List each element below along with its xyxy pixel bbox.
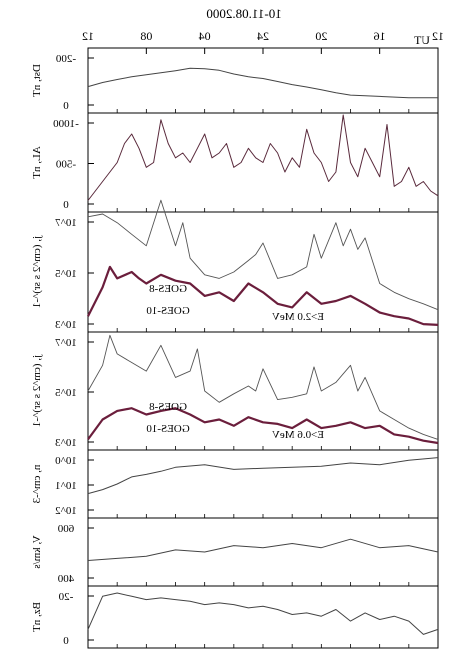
series-line-bz <box>87 592 439 635</box>
y-tick-label: 600 <box>57 523 74 535</box>
y-axis-label: Bz, nT <box>31 602 43 632</box>
panel-frame-velocity <box>87 517 439 587</box>
legend-label: GOES-8 <box>149 283 187 295</box>
y-tick-label: 10^2 <box>55 505 77 517</box>
panel-frame-dst <box>87 47 439 114</box>
series-line-al <box>87 114 439 201</box>
axes-layer <box>87 47 439 649</box>
x-tick-label: 08 <box>140 29 152 43</box>
y-axis-label: AL, nT <box>31 146 43 179</box>
data-layer <box>87 67 439 635</box>
text-layer: 10-11.08.2000 UT 12162024040812-2000Dst,… <box>31 6 444 647</box>
y-tick-label: 10^7 <box>55 217 77 229</box>
x-tick-label: 16 <box>374 29 386 43</box>
x-tick-label: 04 <box>199 29 211 43</box>
legend-label: GOES-10 <box>146 423 190 435</box>
series-line-goes_e2-1 <box>87 265 439 326</box>
y-tick-label: -200 <box>55 53 76 65</box>
y-tick-label: 10^7 <box>55 337 77 349</box>
series-line-velocity <box>87 538 439 561</box>
series-line-dst <box>87 67 438 99</box>
y-tick-label: 10^0 <box>55 455 77 467</box>
y-tick-label: 0 <box>63 199 69 211</box>
panel-annotation: E>2.0 MeV <box>272 311 324 323</box>
x-tick-label: 24 <box>257 29 269 43</box>
y-tick-label: 10^3 <box>55 437 77 449</box>
series-line-goes_e2-0 <box>87 199 439 311</box>
x-tick-label: 20 <box>315 29 327 43</box>
x-axis-label: UT <box>413 33 430 47</box>
y-tick-label: 400 <box>57 573 74 585</box>
legend-label: GOES-8 <box>149 401 187 413</box>
y-tick-label: 10^5 <box>55 387 77 399</box>
panel-frame-density <box>87 449 439 519</box>
legend-label: GOES-10 <box>146 305 190 317</box>
y-axis-label: V, km/s <box>31 535 43 568</box>
series-line-goes_e06-1 <box>87 407 439 445</box>
y-tick-label: 0 <box>63 100 69 112</box>
y-tick-label: 0 <box>63 635 69 647</box>
x-tick-label: 12 <box>82 29 94 43</box>
panel-annotation: E>0.6 MeV <box>272 429 324 441</box>
y-tick-label: -500 <box>55 159 76 171</box>
y-axis-label: n, cm^-3 <box>31 465 43 504</box>
y-tick-label: 10^1 <box>55 480 77 492</box>
y-axis-label: Dst, nT <box>31 64 43 97</box>
series-line-goes_e06-0 <box>87 334 439 440</box>
x-tick-label: 12 <box>432 29 444 43</box>
panel-frame-bz <box>87 585 439 649</box>
y-tick-label: 10^5 <box>55 268 77 280</box>
y-axis-label: j, (cm^2 s sr)^-1 <box>31 354 43 427</box>
y-axis-label: j, (cm^2 s sr)^-1 <box>31 235 43 308</box>
y-tick-label: -1000 <box>53 118 79 130</box>
y-tick-label: 10^3 <box>55 319 77 331</box>
series-line-density <box>87 457 439 495</box>
panel-frame-goes_e06 <box>87 331 439 451</box>
chart-title: 10-11.08.2000 <box>206 6 281 21</box>
y-tick-label: -20 <box>58 591 73 603</box>
